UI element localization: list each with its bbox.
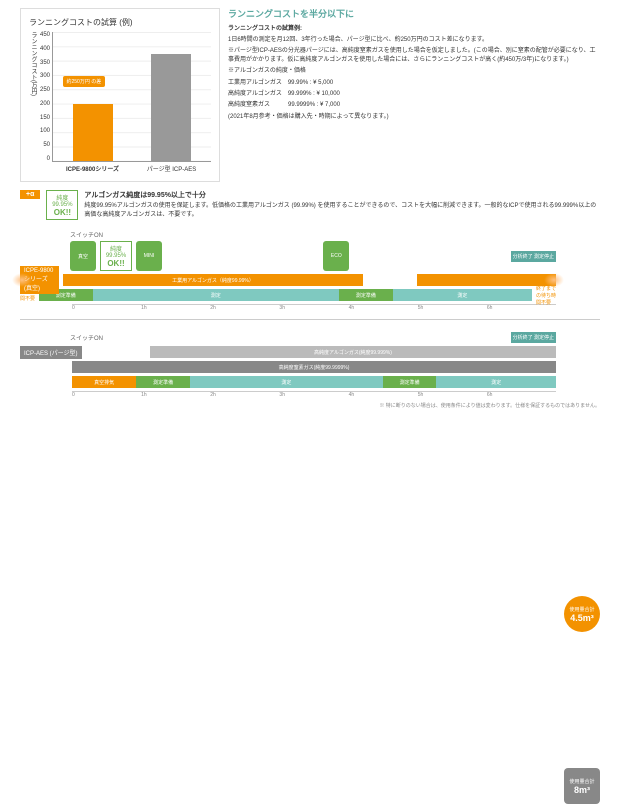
- y-axis: 450400350300250200150100500: [40, 32, 52, 162]
- cost-diff-callout: 約250万円 の差: [63, 76, 106, 87]
- ok-badge: 純度99.95% OK!!: [46, 190, 78, 220]
- footnote: ※ 特に断りのない場合は、使用条件により値は変わります。仕様を保証するものではあ…: [0, 400, 620, 411]
- mini-icon: MINI: [136, 241, 162, 271]
- y-axis-label: ランニングコスト(万円): [29, 32, 38, 162]
- time-axis-2: 01h2h3h4h5h6h: [72, 391, 556, 398]
- bar-purge: [151, 54, 191, 161]
- end-label: 分析終了 測定停止: [511, 251, 556, 262]
- ok-icon: 純度99.95%OK!!: [100, 241, 132, 271]
- total2-badge: 使用量合計 8m³: [564, 768, 600, 804]
- bar-area: 約250万円 の差: [52, 32, 211, 162]
- bar-icpe9800: 約250万円 の差: [73, 104, 113, 161]
- x-labels: ICPE-9800シリーズ パージ型 ICP-AES: [29, 164, 211, 173]
- vacuum-icon: 真空: [70, 241, 96, 271]
- description-panel: ランニングコストを半分以下に ランニングコストの試算例: 1日6時間の測定を月1…: [228, 8, 600, 182]
- timeline1-header: スイッチON: [20, 230, 556, 239]
- argon-bar: 工業用アルゴンガス（純度99.99%）: [63, 274, 363, 286]
- cost-chart: ランニングコストの試算 (例) ランニングコスト(万円) 45040035030…: [20, 8, 220, 182]
- plus-alpha-badge: +α: [20, 190, 40, 199]
- glow-right: [544, 273, 564, 287]
- glow-left: [12, 273, 32, 287]
- plus-text: アルゴンガス純度は99.95%以上で十分 純度99.95%アルゴンガスの使用を保…: [84, 190, 600, 218]
- desc-heading: ランニングコストを半分以下に: [228, 8, 600, 21]
- series2-label: ICP-AES (パージ型): [20, 346, 82, 359]
- chart-title: ランニングコストの試算 (例): [29, 17, 211, 28]
- total1-badge: 使用量合計 4.5m³: [564, 596, 600, 632]
- time-axis-1: 01h2h3h4h5h6h: [72, 304, 556, 311]
- eco-icon: ECO: [323, 241, 349, 271]
